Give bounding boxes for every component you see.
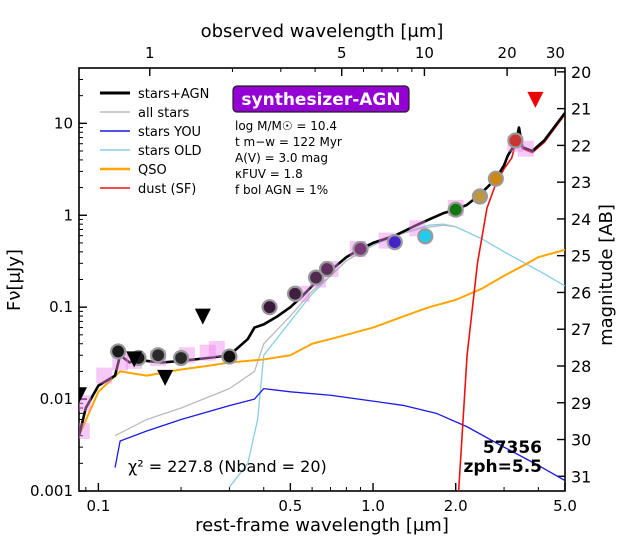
param-0: log M/M☉ = 10.4 [235, 119, 337, 133]
y-tick-label-3: 1 [63, 206, 73, 224]
photometry-point-5 [261, 299, 278, 316]
photometric-redshift: zph=5.5 [463, 457, 542, 477]
legend-label-3: stars OLD [138, 144, 202, 159]
mag-tick-label-3: 23 [571, 173, 591, 192]
photometry-point-2 [150, 347, 167, 364]
model-square-2 [96, 367, 113, 384]
mag-tick-label-0: 20 [571, 63, 591, 82]
top-axis-label: observed wavelength [μm] [201, 21, 444, 42]
photometry-point-9 [352, 240, 369, 258]
x-tick-label-3: 2.0 [444, 497, 468, 515]
y-tick-label-0: 0.001 [30, 482, 73, 500]
x-tick-label-1: 0.5 [278, 497, 302, 515]
mag-tick-label-8: 28 [571, 357, 591, 376]
series-stars-you [114, 387, 565, 482]
y-axis-ticks: 0.001 0.01 0.1 1 10 [30, 67, 87, 500]
badge-box [232, 85, 410, 113]
x-tick-label-0: 0.1 [86, 497, 110, 515]
photometry-point-4 [221, 348, 238, 365]
photometry-point-10 [386, 234, 403, 251]
y-tick-label-4: 10 [54, 114, 73, 132]
mag-tick-label-11: 31 [571, 467, 591, 486]
mag-tick-label-5: 25 [571, 247, 591, 266]
mag-tick-label-10: 30 [571, 431, 591, 450]
param-1: t m−w = 122 Myr [235, 135, 342, 149]
y-tick-label-2: 0.1 [49, 298, 73, 316]
model-square-0 [79, 422, 90, 439]
model-square-7 [199, 344, 216, 361]
y-axis-label: Fν[μJy] [4, 249, 25, 311]
photometry-point-6 [286, 285, 304, 302]
fit-parameters: log M/M☉ = 10.4 t m−w = 122 Myr A(V) = 3.0… [235, 119, 342, 197]
photometry-point-11 [417, 228, 434, 245]
top-tick-label-3: 20 [498, 44, 517, 62]
series-all-stars [114, 224, 456, 437]
model-square-1 [79, 395, 92, 412]
mag-tick-label-6: 26 [571, 283, 591, 302]
photometry-point-3 [172, 349, 190, 367]
legend-label-1: all stars [138, 106, 190, 121]
upper-limit-3 [194, 308, 211, 325]
magnitude-axis-ticks: 20 21 22 23 24 25 26 27 28 29 30 31 [557, 63, 591, 486]
badge-label: synthesizer-AGN [241, 90, 400, 110]
upper-limit-2 [157, 369, 174, 386]
mag-tick-label-1: 21 [571, 100, 591, 119]
top-axis-ticks: 1 5 10 20 30 [145, 44, 565, 76]
upper-limit-1 [126, 351, 143, 368]
series-dust-sf- [457, 113, 565, 491]
mag-tick-label-9: 29 [571, 394, 591, 413]
top-tick-label-4: 30 [546, 44, 565, 62]
top-tick-label-0: 1 [145, 44, 155, 62]
chi2-annotation: χ² = 227.8 (Nband = 20) [128, 457, 327, 476]
legend-label-2: stars YOU [138, 125, 201, 140]
model-square-8 [208, 341, 225, 358]
legend-label-5: dust (SF) [138, 182, 196, 197]
x-axis-ticks: 0.1 0.5 1.0 2.0 5.0 [85, 483, 577, 515]
photometry-point-13 [471, 188, 489, 205]
y-tick-label-1: 0.01 [40, 390, 73, 408]
mag-tick-label-4: 24 [571, 210, 591, 229]
x-tick-label-2: 1.0 [361, 497, 385, 515]
param-3: κFUV = 1.8 [235, 167, 303, 181]
photometry-point-7 [307, 269, 325, 286]
top-tick-label-1: 5 [337, 44, 347, 62]
mag-tick-label-2: 22 [571, 136, 591, 155]
photometry-point-14 [487, 170, 504, 187]
param-4: f bol AGN = 1% [235, 183, 328, 197]
upper-limit-4 [527, 91, 544, 108]
top-tick-label-2: 10 [415, 44, 434, 62]
legend: stars+AGN all stars stars YOU stars OLD QSO d… [100, 87, 209, 197]
legend-label-0: stars+AGN [138, 87, 209, 102]
x-axis-label: rest-frame wavelength [μm] [195, 515, 449, 536]
plot-area [79, 91, 565, 491]
mag-axis-label: magnitude [AB] [596, 204, 617, 346]
object-id: 57356 [483, 438, 542, 458]
series-qso [79, 248, 565, 437]
photometry-point-15 [507, 132, 524, 149]
x-tick-label-4: 5.0 [553, 497, 577, 515]
mag-tick-label-7: 27 [571, 320, 591, 339]
photometry-point-8 [318, 260, 336, 278]
upper-limit-0 [79, 387, 87, 404]
legend-label-4: QSO [138, 163, 167, 178]
param-2: A(V) = 3.0 mag [235, 151, 328, 165]
photometry-point-12 [447, 201, 464, 218]
photometry-point-0 [110, 343, 127, 360]
